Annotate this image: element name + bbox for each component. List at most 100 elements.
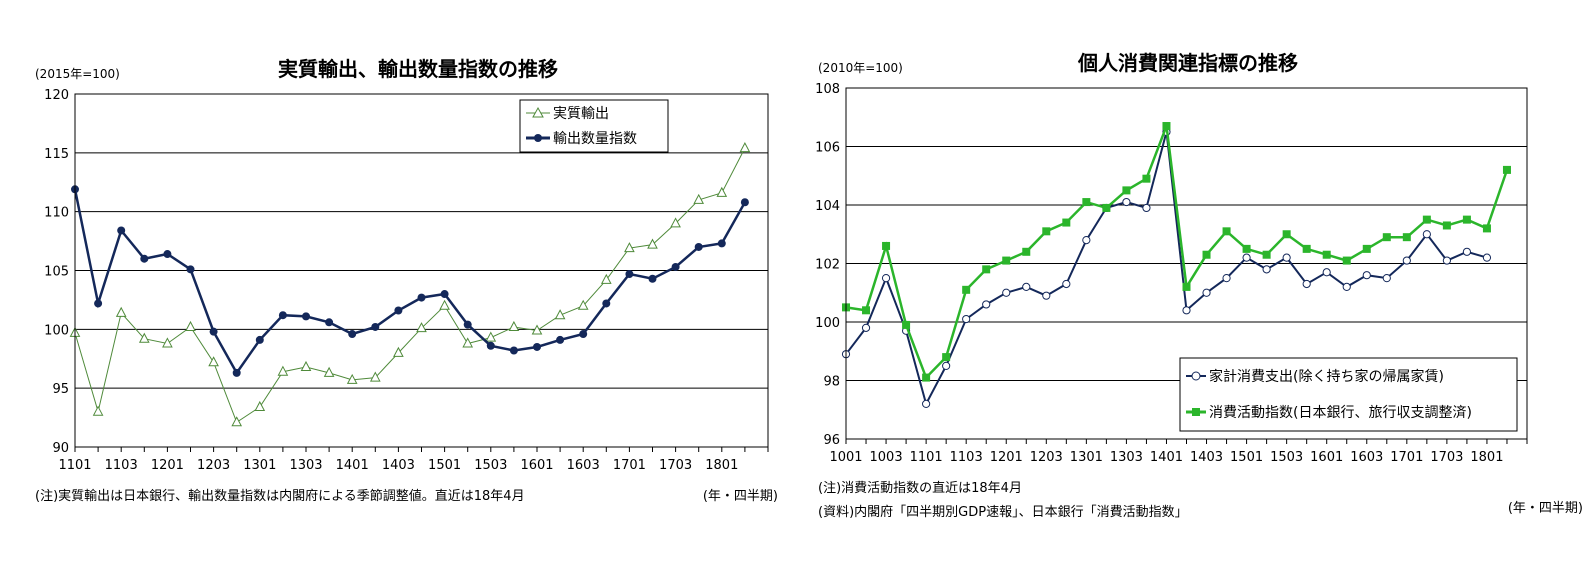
legend-label-household-spending: 家計消費支出(除く持ち家の帰属家賃) [1209,368,1444,385]
data-point [533,342,541,351]
data-point [922,399,931,408]
data-point [1082,236,1091,245]
x-tick-label: 1403 [382,458,415,473]
x-tick-label: 1301 [1070,450,1103,465]
x-tick-label: 1403 [1190,450,1223,465]
data-point [1222,274,1231,283]
data-point [1162,122,1171,131]
left-plot-area [74,93,769,448]
data-point [694,242,703,251]
right-gridlines [846,146,1527,381]
data-point [186,265,195,274]
left-y-ticks: 90 95 100 105 110 115 120 [44,88,69,456]
triangle-marker-icon [532,106,544,118]
y-tick-label: 115 [44,147,69,162]
data-point [602,299,611,308]
x-tick-label: 1703 [659,458,692,473]
data-point [1042,291,1051,300]
data-point [648,274,657,283]
data-point [140,254,149,263]
x-tick-label: 1701 [1390,450,1423,465]
data-point [1242,253,1251,262]
data-point [902,320,911,329]
y-tick-label: 102 [815,258,840,273]
open-circle-marker-icon [1191,371,1201,381]
data-point [509,346,518,355]
data-point [881,274,891,283]
data-point [556,335,565,344]
data-point [486,341,495,350]
x-tick-label: 1601 [520,458,553,473]
data-point [1422,215,1431,224]
data-point [1022,247,1031,256]
right-series [841,122,1511,408]
data-point [1462,215,1471,224]
data-point [1302,279,1311,289]
series-line-0-0 [74,147,746,424]
data-point [231,416,243,427]
data-point [138,332,150,343]
data-point [254,400,266,411]
data-point [1182,282,1191,291]
data-point [485,331,497,342]
data-point [209,327,218,336]
y-tick-label: 98 [823,375,840,390]
data-point [232,368,241,377]
x-tick-label: 1601 [1310,450,1343,465]
x-tick-label: 1201 [990,450,1023,465]
data-point [1402,256,1411,265]
legend-label-real-exports: 実質輸出 [553,106,609,122]
y-tick-label: 105 [44,265,69,280]
x-tick-label: 1401 [1150,450,1183,465]
x-tick-label: 1801 [1470,450,1503,465]
x-tick-label: 1703 [1430,450,1463,465]
data-point [1102,203,1111,212]
y-tick-label: 100 [44,323,69,338]
left-gridlines [75,152,768,389]
y-tick-label: 90 [52,441,69,456]
right-y-ticks: 96 98 100 102 104 106 108 [815,82,840,448]
x-tick-label: 1003 [870,450,903,465]
data-point [302,312,310,321]
y-tick-label: 108 [815,82,840,97]
data-point [1342,282,1351,291]
data-point [1362,244,1371,253]
data-point [325,318,334,327]
x-tick-label: 1801 [705,458,738,473]
x-tick-label: 1203 [1030,450,1063,465]
data-point [1322,268,1331,277]
data-point [1022,282,1031,291]
data-point [1302,244,1311,253]
data-point [115,306,127,317]
y-tick-label: 104 [815,199,840,214]
data-point [278,311,287,320]
data-point [348,330,357,339]
data-point [962,314,971,324]
data-point [982,265,991,274]
data-point [1382,233,1391,242]
data-point [922,373,931,382]
data-point [670,217,681,228]
circle-marker-icon [534,134,542,142]
data-point [1122,186,1131,195]
data-point [1182,306,1191,315]
data-point [1282,253,1291,262]
data-point [117,226,126,235]
data-point [1122,197,1131,207]
x-tick-label: 1501 [428,458,461,473]
right-chart-period-label: (年・四半期) [1508,501,1583,516]
data-point [163,250,172,259]
data-point [1482,253,1492,262]
data-point [1082,198,1091,207]
data-point [1042,227,1051,236]
data-point [942,361,951,370]
data-point [647,238,658,249]
data-point [369,371,381,382]
y-tick-label: 100 [815,316,840,331]
x-tick-label: 1103 [105,458,138,473]
data-point [1242,244,1251,253]
right-chart-source: (資料)内閣府「四半期別GDP速報」、日本銀行「消費活動指数」 [818,504,1188,520]
right-plot-area [845,87,1528,440]
data-point [1062,279,1071,289]
